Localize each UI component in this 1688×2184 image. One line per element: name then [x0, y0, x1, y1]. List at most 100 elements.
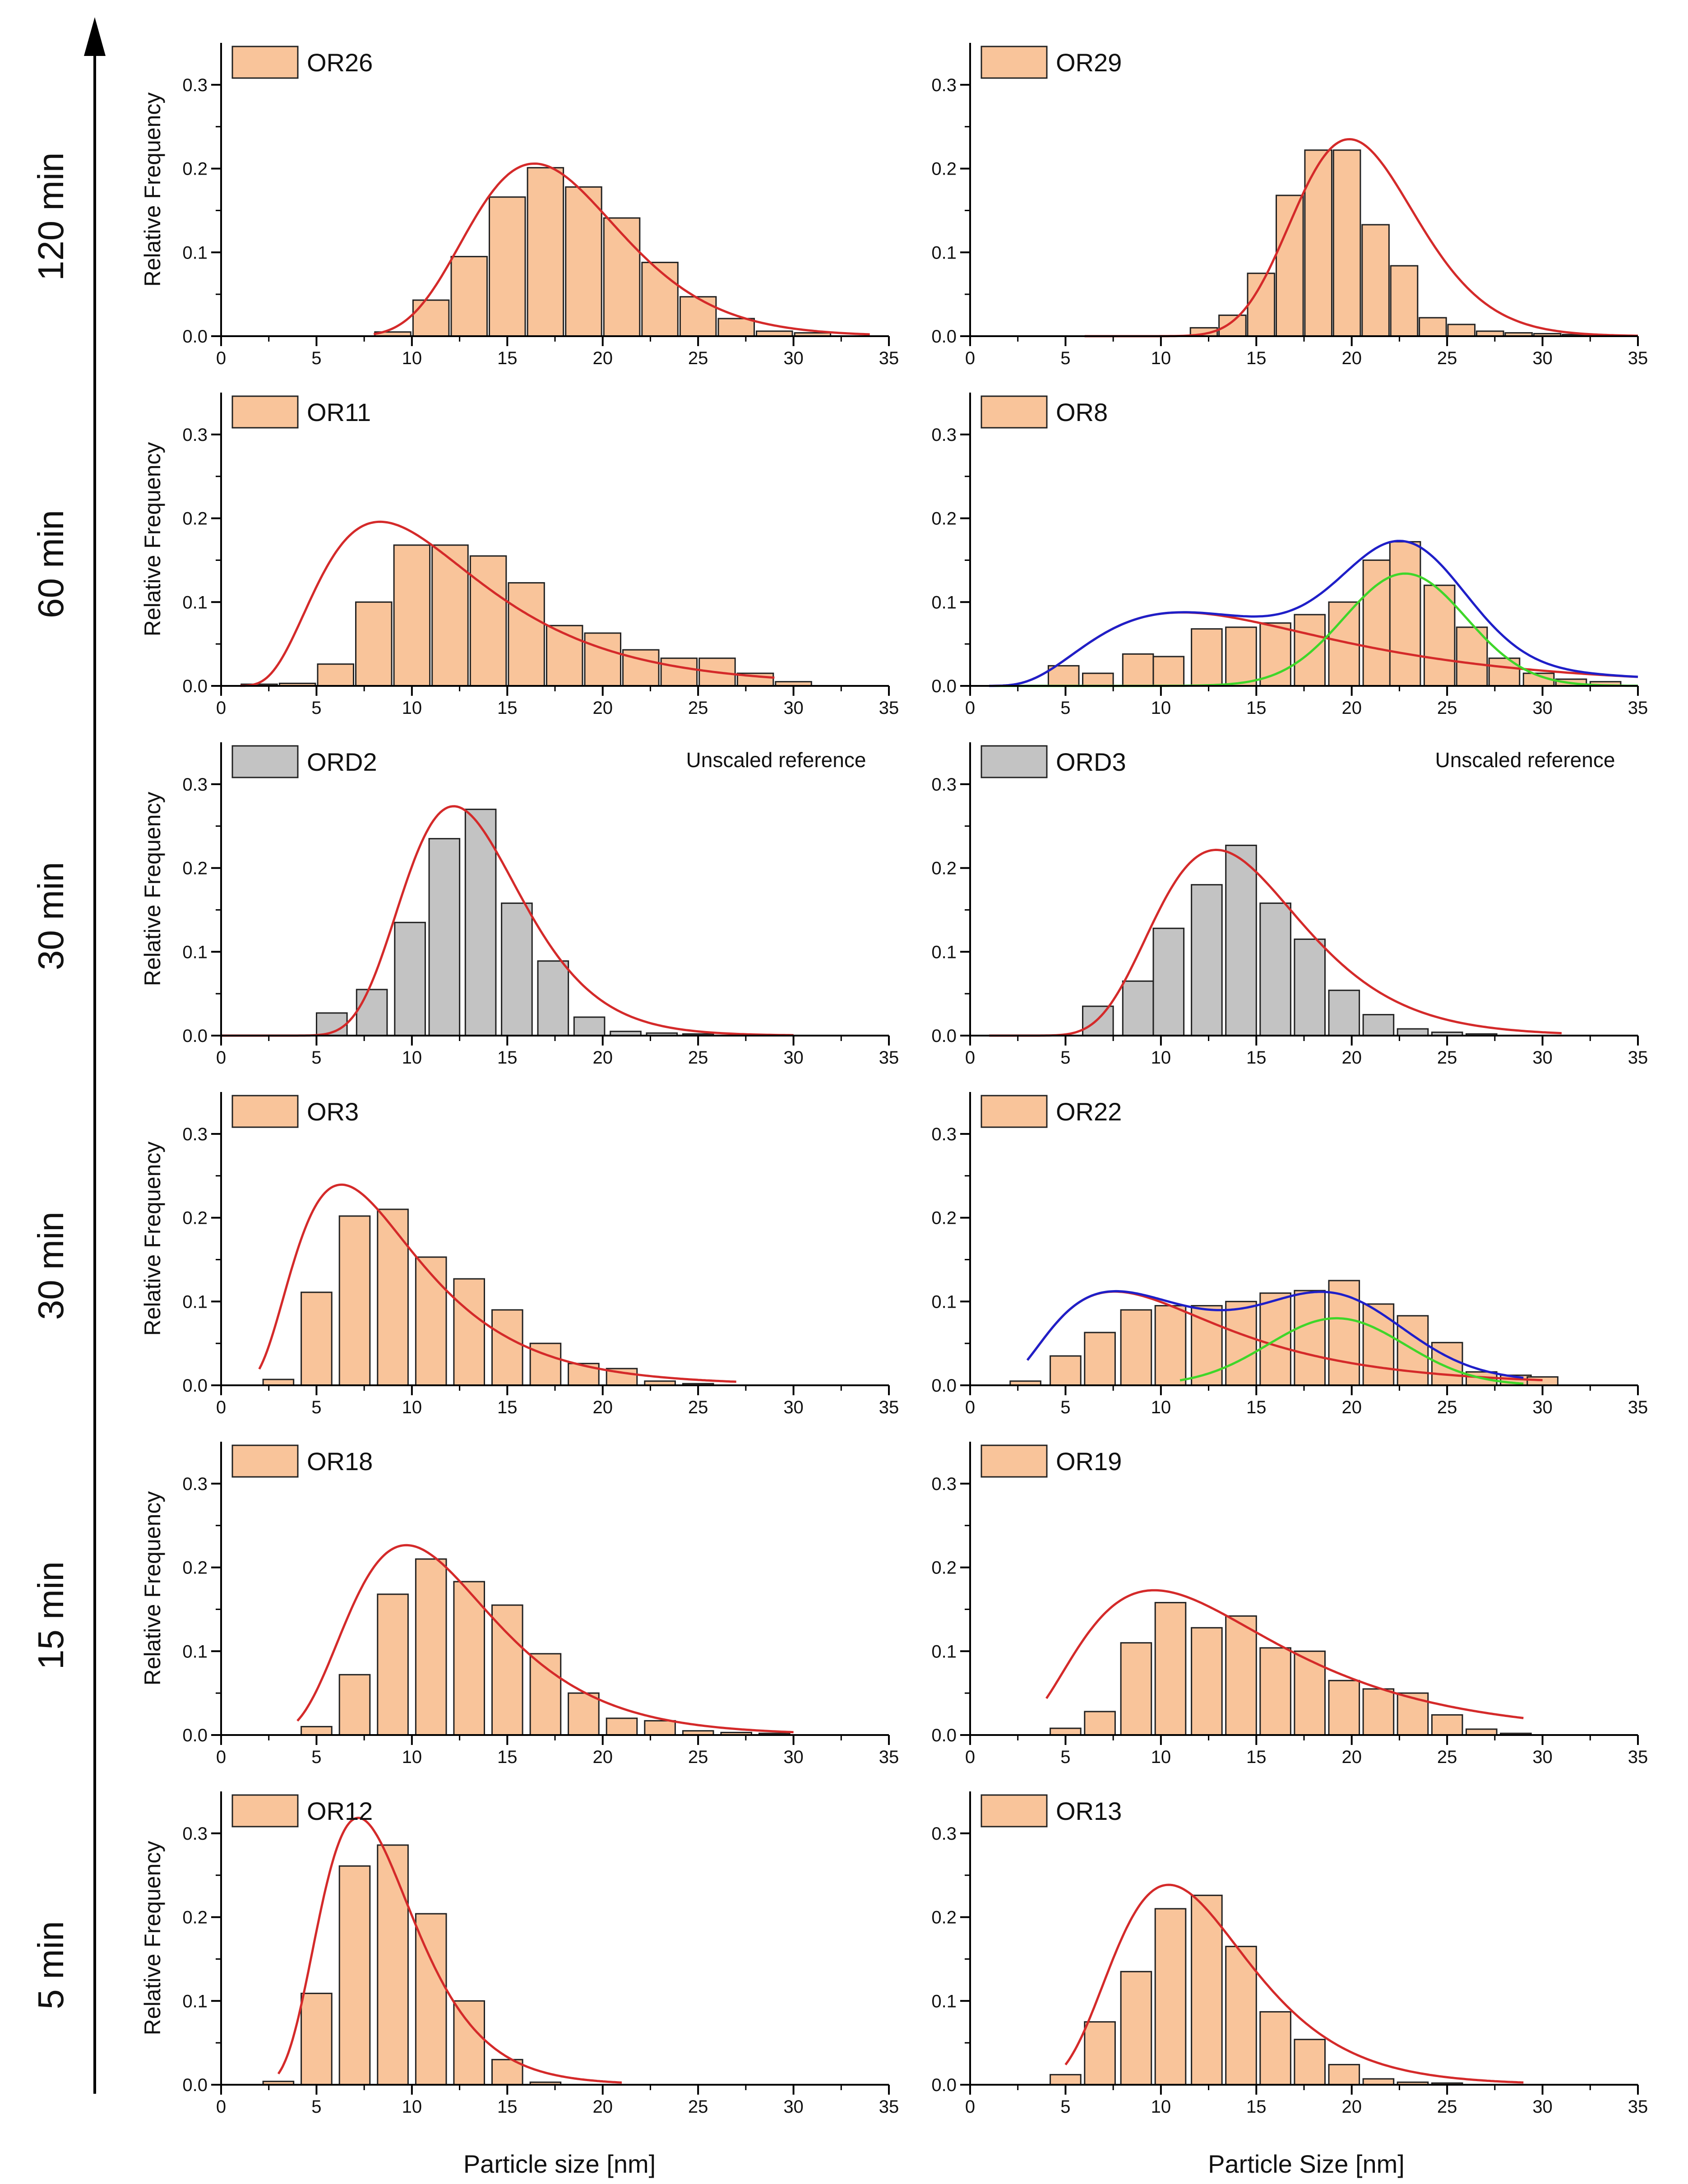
y-tick-label-or11-0: 0.0	[182, 676, 208, 696]
bar-or8-5	[1225, 626, 1257, 687]
bar-or18-3	[415, 1558, 447, 1736]
bar-or3-2	[338, 1215, 371, 1386]
bar-or19-10	[1397, 1692, 1429, 1736]
y-tick-label-or26-2: 0.2	[182, 159, 208, 179]
bar-or19-11	[1431, 1714, 1463, 1736]
y-axis-title-or26: Relative Frequency	[140, 93, 165, 287]
bar-or11-11	[660, 657, 698, 687]
bar-or29-8	[1419, 317, 1447, 337]
fit-or29-fit	[1084, 138, 1638, 338]
bar-or8-2	[1122, 653, 1154, 687]
bar-or13-8	[1328, 2064, 1360, 2086]
bar-or12-2	[338, 1865, 371, 2086]
bar-ord2-3	[428, 838, 461, 1036]
bar-or3-3	[377, 1208, 409, 1386]
fit-or26-fit	[373, 162, 870, 336]
bar-or3-4	[415, 1256, 447, 1386]
legend-swatch-or8	[980, 395, 1048, 429]
bar-or22-12	[1431, 1342, 1463, 1386]
x-tick-label-or26-6: 30	[783, 348, 804, 368]
x-tick-label-or8-4: 20	[1341, 698, 1362, 718]
y-tick-label-or18-0: 0.0	[182, 1726, 208, 1745]
y-tick-label-or12-3: 0.3	[182, 1824, 208, 1844]
y-tick-label-ord3-2: 0.2	[931, 859, 957, 879]
x-tick-label-or18-4: 20	[592, 1747, 613, 1767]
x-tick-label-ord2-6: 30	[783, 1048, 804, 1068]
x-tick-label-or19-6: 30	[1532, 1747, 1553, 1767]
bar-or22-11	[1397, 1315, 1429, 1386]
x-tick-label-or19-4: 20	[1341, 1747, 1362, 1767]
x-tick-label-or11-2: 10	[402, 698, 422, 718]
x-tick-label-or3-4: 20	[592, 1397, 613, 1417]
x-tick-label-ord3-5: 25	[1437, 1048, 1457, 1068]
x-tick-label-or3-2: 10	[402, 1397, 422, 1417]
bar-or19-1	[1084, 1711, 1116, 1736]
x-tick-label-ord2-5: 25	[688, 1048, 708, 1068]
bar-or19-3	[1154, 1602, 1187, 1736]
legend-swatch-ord3	[980, 745, 1048, 778]
timeline-arrow-head	[84, 17, 106, 56]
panel-or13: 0 5 10 15 20 25 30 35 0.0 0.1 0.2 0.3 OR13	[931, 1791, 1648, 2117]
x-tick-label-ord2-1: 5	[311, 1048, 321, 1068]
bar-ord3-1	[1122, 980, 1154, 1036]
legend-swatch-or22	[980, 1095, 1048, 1128]
fit-or22-sum	[1026, 1290, 1524, 1379]
y-tick-label-or13-1: 0.1	[931, 1991, 957, 2011]
x-tick-label-ord3-3: 15	[1246, 1048, 1267, 1068]
x-tick-label-ord2-3: 15	[497, 1048, 518, 1068]
x-tick-label-or19-2: 10	[1151, 1747, 1171, 1767]
x-axis-title-left: Particle size [nm]	[463, 2150, 656, 2178]
legend-swatch-or12	[231, 1794, 299, 1828]
y-tick-label-or11-2: 0.2	[182, 509, 208, 529]
y-tick-label-or8-0: 0.0	[931, 676, 957, 696]
bar-or3-6	[491, 1309, 523, 1386]
fit-or18-fit	[296, 1544, 794, 1734]
legend-swatch-or18	[231, 1444, 299, 1478]
x-tick-label-or3-5: 25	[688, 1397, 708, 1417]
bar-or26-7	[641, 262, 679, 337]
bar-or19-4	[1191, 1627, 1223, 1736]
bar-or8-0	[1047, 665, 1080, 687]
timeline-label-15min: 15 min	[31, 1561, 71, 1670]
legend-label-ord3: ORD3	[1056, 748, 1126, 776]
bar-ord3-9	[1397, 1028, 1429, 1036]
x-tick-label-ord3-6: 30	[1532, 1048, 1553, 1068]
timeline-label-5min: 5 min	[31, 1921, 71, 2009]
x-tick-label-or8-1: 5	[1060, 698, 1070, 718]
panel-or26: 0 5 10 15 20 25 30 35 0.0 0.1 0.2 0.3 Relative Frequ…	[140, 43, 899, 368]
bar-or26-5	[565, 186, 602, 337]
bar-or19-6	[1259, 1647, 1291, 1736]
x-tick-label-ord3-7: 35	[1628, 1048, 1648, 1068]
y-axis-title-ord2: Relative Frequency	[140, 792, 165, 986]
bar-or8-1	[1082, 672, 1114, 687]
x-tick-label-or12-4: 20	[592, 2097, 613, 2117]
x-tick-label-or3-1: 5	[311, 1397, 321, 1417]
bar-or13-0	[1050, 2074, 1082, 2086]
bar-or13-6	[1259, 2011, 1291, 2086]
legend-label-or22: OR22	[1056, 1097, 1122, 1126]
bar-ord3-4	[1225, 844, 1257, 1036]
x-tick-label-or12-2: 10	[402, 2097, 422, 2117]
bar-or3-1	[301, 1291, 333, 1386]
y-tick-label-or3-2: 0.2	[182, 1208, 208, 1228]
fit-or8-sum	[989, 540, 1638, 687]
bar-or11-9	[584, 632, 621, 687]
fit-or22-component-2	[1179, 1317, 1524, 1385]
fit-or3-fit	[258, 1183, 736, 1383]
bar-or19-0	[1050, 1727, 1082, 1736]
bar-or18-7	[568, 1692, 600, 1736]
legend-label-or12: OR12	[307, 1797, 373, 1825]
x-tick-label-or3-0: 0	[216, 1397, 226, 1417]
x-tick-label-or19-1: 5	[1060, 1747, 1070, 1767]
bar-or8-7	[1294, 614, 1326, 687]
y-tick-label-or18-2: 0.2	[182, 1558, 208, 1578]
x-tick-label-or3-7: 35	[879, 1397, 899, 1417]
x-tick-label-or12-7: 35	[879, 2097, 899, 2117]
bar-ord3-2	[1152, 927, 1185, 1036]
bar-ord3-5	[1259, 902, 1291, 1036]
bar-or18-5	[491, 1604, 523, 1736]
bar-or8-4	[1191, 628, 1223, 687]
x-tick-label-or29-3: 15	[1246, 348, 1267, 368]
x-tick-label-or3-6: 30	[783, 1397, 804, 1417]
bar-or11-5	[431, 544, 469, 687]
